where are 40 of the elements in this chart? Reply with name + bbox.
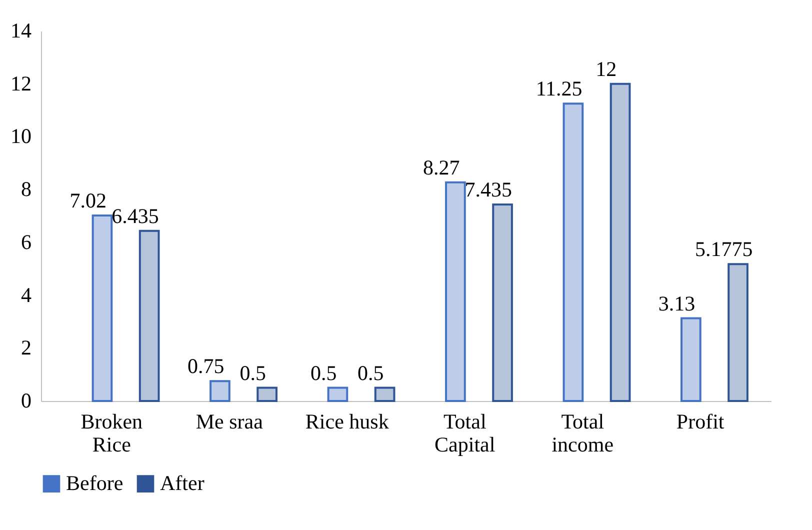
y-tick-label: 0 [21, 388, 32, 412]
legend-label: Before [66, 470, 124, 495]
data-label: 7.02 [70, 188, 106, 212]
y-tick-label: 6 [21, 230, 32, 254]
bar [210, 380, 230, 402]
data-label: 6.435 [112, 204, 159, 228]
data-label: 8.27 [422, 155, 460, 180]
x-tick-label: Total income [552, 410, 614, 456]
bar [138, 230, 160, 402]
x-tick-label: Me sraa [196, 410, 264, 434]
legend-label: After [160, 470, 204, 495]
x-tick-label: Broken Rice [80, 410, 144, 456]
y-tick-label: 2 [21, 336, 32, 360]
data-label: 0.5 [358, 360, 384, 385]
y-tick-label: 14 [10, 18, 32, 42]
data-label: 0.5 [310, 360, 337, 385]
data-label: 5.1775 [695, 237, 753, 262]
data-label: 11.25 [536, 76, 582, 101]
x-tick-label: Total Capital [434, 410, 496, 456]
data-label: 7.435 [464, 178, 512, 202]
data-label: 0.5 [240, 360, 266, 385]
y-tick-label: 10 [10, 124, 32, 148]
y-tick-label: 8 [21, 177, 32, 202]
bar [445, 181, 466, 402]
bar [374, 386, 396, 402]
data-label: 3.13 [658, 291, 696, 316]
bar [562, 102, 584, 402]
data-label: 12 [596, 56, 617, 81]
x-tick-label: Profit [676, 410, 724, 434]
y-tick-label: 12 [10, 71, 32, 96]
bar [492, 204, 513, 402]
bar [680, 317, 702, 402]
bar [728, 263, 748, 402]
bar [256, 386, 278, 402]
bar [327, 386, 348, 402]
bar [610, 82, 631, 402]
x-tick-label: Rice husk [305, 410, 390, 434]
data-label: 0.75 [187, 354, 224, 378]
bar [92, 214, 113, 402]
y-tick-label: 4 [21, 282, 32, 307]
